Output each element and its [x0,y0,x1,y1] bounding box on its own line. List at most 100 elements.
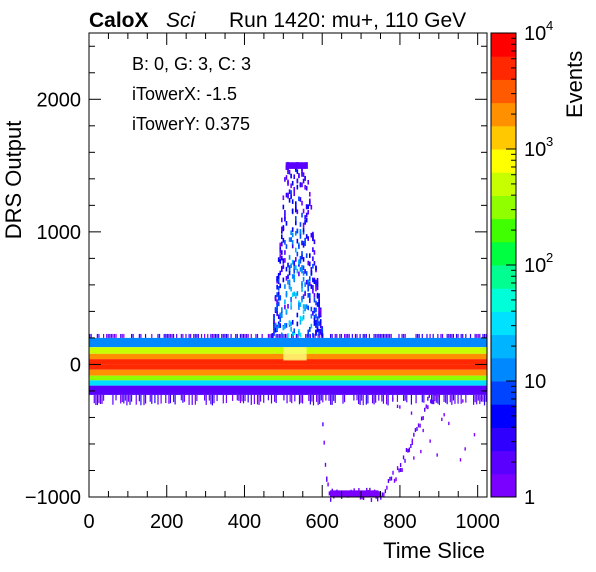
colorbar-segment [491,149,516,173]
pulse-cell [305,217,308,223]
noise-cell [356,394,358,401]
colorbar-segment [491,172,516,196]
pulse-cell [299,229,302,234]
pulse-cell [299,222,302,227]
noise-cell [138,333,140,338]
pulse-cell [305,304,308,309]
pulse-cell [284,284,286,289]
pulse-cell [296,228,299,234]
scatter-cell [443,413,445,417]
undershoot-cell [328,491,331,496]
pulse-cell [287,179,289,185]
pulse-cell [291,319,294,325]
z-tick-label: 1 [524,487,535,509]
noise-cell [284,333,287,338]
pulse-cell [285,275,288,281]
scatter-cell [429,439,431,443]
pulse-cell [276,284,278,290]
noise-cell [283,394,285,401]
pulse-cell [293,174,296,180]
noise-cell [477,333,479,338]
pedestal-band-5 [89,369,487,376]
noise-cell [250,394,252,405]
pulse-cell [316,285,319,291]
noise-cell [345,333,347,338]
noise-cell [445,394,447,403]
pulse-cell [291,208,294,214]
z-tick-label: 10 [524,139,546,161]
undershoot-cell [438,390,441,395]
z-tick-label: 10 [524,371,546,393]
pulse-cell [291,292,294,298]
noise-cell [286,394,288,404]
noise-cell [390,333,392,338]
noise-cell [385,333,388,338]
undershoot-cell [395,477,397,482]
noise-cell [329,394,332,405]
noise-cell [93,394,95,404]
undershoot-cell [411,438,413,443]
noise-cell [277,333,279,338]
noise-cell [191,394,193,405]
noise-cell [270,394,273,404]
pulse-cell [305,185,308,191]
noise-cell [123,394,125,404]
saturation-cell [285,162,288,169]
noise-cell [294,394,296,402]
y-tick-label: −1000 [25,487,81,509]
info-line-channel: B: 0, G: 3, C: 3 [132,54,251,74]
noise-cell [418,333,420,338]
noise-cell [102,394,105,401]
undershoot-floor [329,490,379,497]
pulse-cell [308,292,311,298]
pulse-cell [276,308,278,314]
pulse-cell [288,270,291,276]
noise-cell [297,333,299,338]
pulse-cell [277,257,280,262]
pulse-cell [284,304,286,310]
pulse-cell [293,277,296,283]
noise-cell [194,333,196,338]
pulse-cell [319,311,322,316]
noise-cell [373,394,375,405]
noise-cell [384,333,386,338]
pulse-cell [296,238,299,244]
noise-cell [120,333,122,338]
pulse-cell [296,209,299,215]
noise-cell [451,333,453,338]
noise-cell [317,333,319,338]
noise-cell [438,394,441,406]
pulse-cell [301,287,303,292]
pulse-cell [274,307,277,312]
undershoot-cell [378,493,380,498]
pulse-cell [293,260,296,266]
noise-cell [278,333,280,338]
undershoot-cell [381,492,384,497]
pulse-cell [301,268,303,274]
noise-cell [241,333,243,338]
y-tick-label: 0 [70,354,81,376]
saturation-cell [302,162,305,169]
heatmap-cells [89,161,487,502]
pulse-cell [271,333,274,338]
pulse-cell [298,173,300,178]
colorbar-segment [491,381,516,405]
noise-cell [126,394,128,406]
pulse-cell [315,300,317,306]
pulse-cell [308,298,311,303]
undershoot-cell [399,467,402,472]
noise-cell [110,333,112,338]
x-axis: 0 200 400 600 800 1000 [83,33,500,533]
pulse-cell [281,332,283,338]
pulse-cell [284,216,286,222]
pulse-cell [299,182,302,187]
saturation-cell [304,162,307,169]
pulse-cell [305,271,308,276]
pulse-cell [282,195,285,201]
pulse-base [283,347,307,361]
pulse-cell [302,243,305,248]
undershoot-cell [322,422,324,427]
colorbar-segment [491,218,516,243]
